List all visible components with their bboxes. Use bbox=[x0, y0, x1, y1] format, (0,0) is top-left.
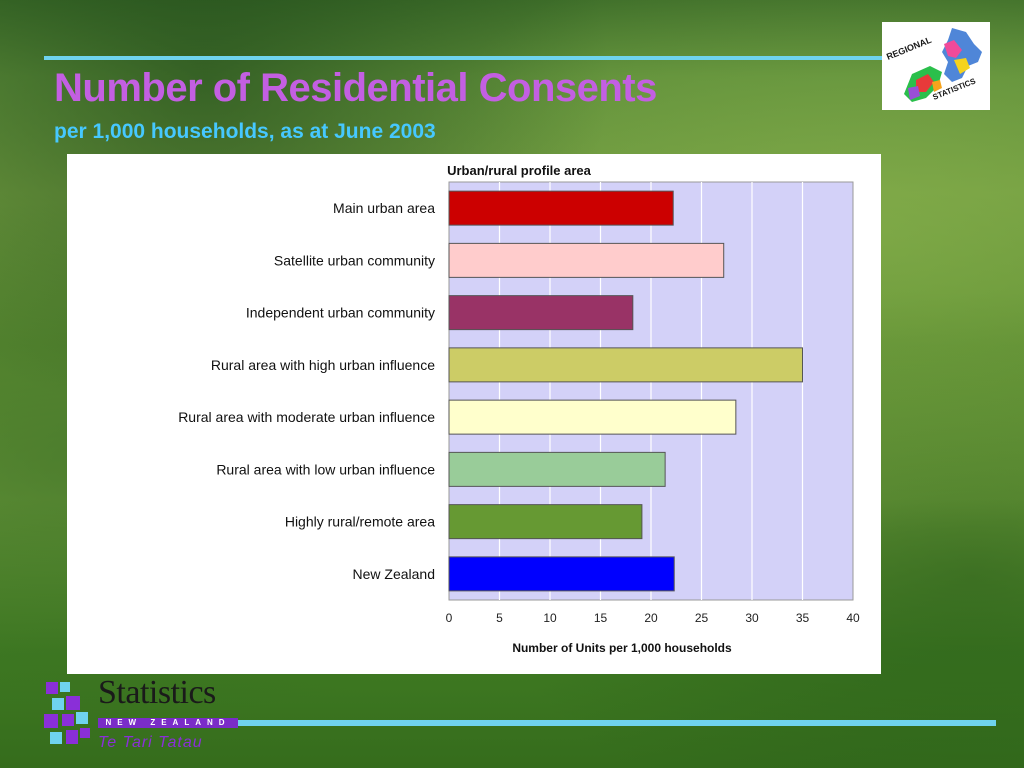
category-label: Highly rural/remote area bbox=[285, 514, 435, 530]
x-tick-label: 20 bbox=[644, 611, 658, 625]
bar-3 bbox=[448, 347, 803, 383]
category-label: Satellite urban community bbox=[274, 252, 435, 268]
x-tick-label: 30 bbox=[745, 611, 759, 625]
regional-statistics-map-icon: REGIONAL STATISTICS bbox=[885, 28, 982, 102]
bar-2 bbox=[448, 295, 634, 331]
bar-4 bbox=[448, 399, 737, 435]
bottom-divider bbox=[98, 720, 996, 726]
x-tick-label: 10 bbox=[543, 611, 557, 625]
regional-logo-text-top: REGIONAL bbox=[885, 35, 933, 62]
bar-5 bbox=[448, 451, 666, 487]
x-tick-label: 15 bbox=[594, 611, 608, 625]
x-tick-label: 35 bbox=[796, 611, 810, 625]
slide-subtitle: per 1,000 households, as at June 2003 bbox=[54, 120, 436, 143]
bars bbox=[448, 190, 803, 592]
category-label: Rural area with low urban influence bbox=[216, 461, 435, 477]
category-label: Rural area with high urban influence bbox=[211, 357, 435, 373]
x-tick-label: 25 bbox=[695, 611, 709, 625]
category-label: Main urban area bbox=[333, 200, 435, 216]
bar-0 bbox=[448, 190, 674, 226]
top-divider bbox=[44, 56, 884, 60]
x-tick-label: 5 bbox=[496, 611, 503, 625]
category-label: Independent urban community bbox=[246, 305, 435, 321]
x-tick-labels: 0 5 10 15 20 25 30 35 40 bbox=[446, 611, 860, 625]
bar-chart: Urban/rural profile area Main urban area… bbox=[178, 163, 860, 655]
category-labels: Main urban area Satellite urban community… bbox=[178, 200, 435, 582]
category-label: Rural area with moderate urban influence bbox=[178, 409, 435, 425]
chart-title: Urban/rural profile area bbox=[447, 163, 592, 178]
category-label: New Zealand bbox=[353, 566, 436, 582]
slide-title: Number of Residential Consents bbox=[54, 66, 657, 110]
bar-1 bbox=[448, 242, 725, 278]
regional-statistics-logo: REGIONAL STATISTICS bbox=[882, 22, 990, 110]
statistics-nz-mark-icon bbox=[44, 682, 90, 744]
bar-6 bbox=[448, 504, 643, 540]
x-axis-label: Number of Units per 1,000 households bbox=[512, 641, 732, 655]
te-tari-tatau-text: Te Tari Tatau bbox=[98, 734, 203, 751]
new-zealand-band: NEW ZEALAND bbox=[98, 718, 238, 728]
bar-7 bbox=[448, 556, 675, 592]
chart-panel: Urban/rural profile area Main urban area… bbox=[67, 154, 881, 674]
x-tick-label: 0 bbox=[446, 611, 453, 625]
x-tick-label: 40 bbox=[846, 611, 860, 625]
statistics-wordmark: Statistics bbox=[98, 674, 216, 711]
